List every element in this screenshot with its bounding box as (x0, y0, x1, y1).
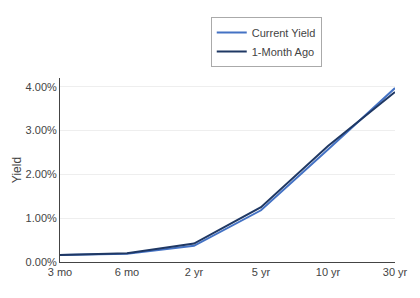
svg-text:1.00%: 1.00% (26, 212, 57, 224)
svg-text:1-Month Ago: 1-Month Ago (252, 46, 314, 58)
svg-text:0.00%: 0.00% (26, 256, 57, 268)
svg-text:30 yr: 30 yr (383, 266, 408, 278)
svg-text:5 yr: 5 yr (252, 266, 271, 278)
svg-text:10 yr: 10 yr (316, 266, 341, 278)
svg-text:2.00%: 2.00% (26, 168, 57, 180)
svg-text:Current Yield: Current Yield (252, 27, 316, 39)
svg-text:3.00%: 3.00% (26, 124, 57, 136)
svg-text:2 yr: 2 yr (185, 266, 204, 278)
svg-text:3 mo: 3 mo (48, 266, 72, 278)
svg-text:6 mo: 6 mo (115, 266, 139, 278)
svg-text:Yield: Yield (10, 157, 24, 183)
svg-text:4.00%: 4.00% (26, 81, 57, 93)
